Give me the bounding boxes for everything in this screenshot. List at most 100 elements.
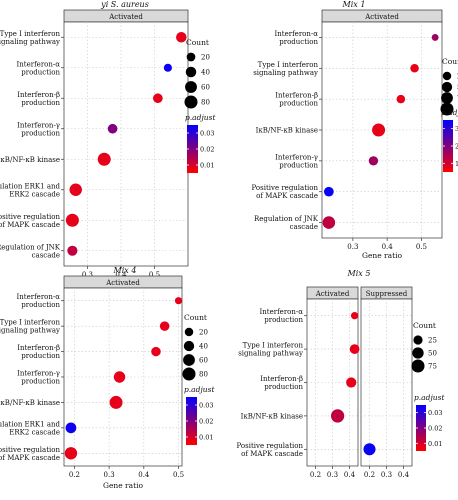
color-legend-title: p.adjust (414, 393, 445, 402)
size-legend-label: 40 (201, 69, 210, 77)
color-legend-label: 2e−04 (455, 143, 458, 151)
size-legend-label: 20 (201, 54, 210, 62)
y-category-label: Positive regulation of MAPK cascade (251, 184, 318, 200)
size-legend-label: 60 (201, 84, 210, 92)
size-legend-label: 60 (199, 357, 208, 365)
data-point (349, 344, 360, 354)
y-category-label: IκB/NF-κB kinase (256, 127, 318, 135)
color-legend-label: 0.02 (428, 425, 442, 433)
data-point (109, 395, 123, 409)
data-point (153, 93, 163, 104)
size-legend-dot (440, 102, 454, 116)
color-legend-bar (187, 125, 198, 173)
y-category-label: Interferon-α production (260, 308, 304, 324)
y-category-label: IκB/NF-κB kinase (0, 156, 60, 164)
size-legend-title: Count (442, 57, 458, 66)
x-axis-label: Gene ratio (103, 481, 144, 490)
y-category-label: Positive regulation of MAPK cascade (236, 442, 303, 458)
color-legend-label: 0.03 (200, 130, 214, 138)
data-point (350, 312, 359, 320)
size-legend-dot (411, 359, 425, 373)
y-category-label: Regulation of JNK cascade (254, 215, 319, 231)
facet-strip-label: Activated (105, 279, 140, 287)
y-category-label: Type I interferon signaling pathway (238, 342, 303, 358)
y-category-label: Type I interferon signaling pathway (0, 30, 60, 46)
size-legend-label: 50 (428, 350, 437, 358)
data-point (363, 443, 376, 456)
y-category-label: Interferon-γ production (17, 121, 60, 137)
size-legend-dot (412, 347, 424, 359)
data-point (176, 32, 187, 43)
data-point (65, 213, 79, 227)
data-point (324, 186, 334, 197)
x-tick-label: 0.3 (327, 471, 338, 479)
data-point (69, 183, 82, 196)
size-legend-title: Count (413, 321, 436, 330)
size-legend-title: Count (186, 38, 209, 47)
y-category-label: IκB/NF-κB kinase (241, 412, 303, 420)
size-legend-dot (182, 367, 196, 381)
size-legend-label: 80 (199, 371, 208, 379)
x-tick-label: 0.4 (138, 471, 150, 479)
x-tick-label: 0.4 (344, 471, 356, 479)
data-point (368, 156, 379, 166)
size-legend-dot (413, 335, 423, 345)
size-legend-dot (183, 354, 195, 366)
chart-panel-3: Mix 4 Activated 0.2 0.3 0.4 0.5 Interferon-α pr… (0, 266, 215, 490)
x-tick-label: 0.4 (115, 271, 127, 279)
color-legend-label: 1e−04 (455, 160, 458, 168)
data-point (431, 34, 439, 41)
facet-strip-label: Activated (108, 13, 143, 21)
data-point (330, 409, 345, 423)
y-category-label: Interferon-γ production (275, 153, 318, 169)
chart-panel-2: Mix 1 Activated 0.3 0.4 0.5 Interferon-α produ… (251, 0, 458, 260)
panel-title: yi S. aureus (100, 0, 149, 9)
color-legend-label: 0.01 (199, 434, 213, 442)
color-legend-label: 3e−04 (455, 125, 458, 133)
y-category-label: Interferon-β production (17, 344, 60, 360)
size-legend-dot (442, 71, 452, 81)
data-point (372, 123, 386, 137)
color-legend-label: 0.03 (199, 402, 213, 410)
size-legend-dot (441, 81, 453, 93)
color-legend-title: p.adjust (441, 108, 458, 117)
size-legend-dot (184, 95, 198, 109)
x-tick-label: 0.3 (104, 471, 115, 479)
size-legend-dot (185, 81, 197, 93)
x-tick-label: 0.4 (382, 243, 394, 251)
data-point (396, 94, 406, 104)
panel-title: Mix 4 (113, 266, 137, 275)
y-category-label: Positive regulation of MAPK cascade (0, 446, 60, 462)
size-legend-label: 25 (428, 337, 437, 345)
color-legend-bar (443, 120, 453, 172)
color-legend-label: 0.02 (200, 146, 214, 154)
data-point (174, 297, 183, 305)
size-legend-dot (185, 66, 197, 78)
x-tick-label: 0.3 (347, 243, 358, 251)
size-legend-label: 20 (199, 329, 208, 337)
color-legend-label: 0.01 (428, 440, 442, 448)
x-tick-label: 0.5 (173, 471, 184, 479)
data-point (346, 377, 357, 388)
size-legend-label: 75 (428, 363, 437, 371)
color-legend-bar (186, 397, 197, 445)
y-category-label: Interferon-α production (275, 30, 319, 46)
y-category-label: Interferon-γ production (17, 370, 60, 386)
color-legend-label: 0.01 (200, 162, 214, 170)
size-legend-dot (441, 92, 453, 104)
data-point (113, 371, 126, 383)
x-tick-label: 0.5 (149, 271, 160, 279)
y-category-label: IκB/NF-κB kinase (0, 399, 60, 407)
data-point (107, 123, 118, 134)
plot-panel (63, 21, 189, 267)
panel-title: Mix 5 (347, 269, 371, 278)
y-category-label: Interferon-β production (275, 92, 318, 108)
size-legend-dot (186, 52, 196, 62)
x-tick-label: 0.2 (364, 471, 375, 479)
x-tick-label: 0.4 (398, 471, 410, 479)
x-tick-label: 0.5 (416, 243, 427, 251)
size-legend-dot (183, 340, 195, 352)
